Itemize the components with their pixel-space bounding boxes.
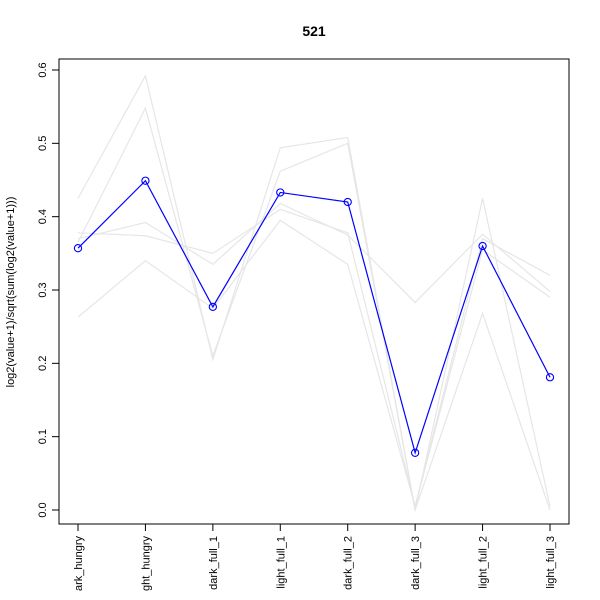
y-axis: 0.0 0.1 0.2 0.3 0.4 0.5 0.6 [37,62,59,518]
y-tick-label: 0.0 [37,502,49,517]
x-tick-label: ght_hungry [140,536,152,592]
x-tick-label: dark_full_2 [343,536,355,590]
highlight-point-light_full_3 [545,373,555,382]
background-series-group [77,74,551,513]
y-tick-label: 0.2 [37,356,49,371]
y-tick-label: 0.6 [37,62,49,77]
x-tick-label: light_full_3 [545,536,557,589]
plot-frame [58,58,570,525]
x-tick-label: dark_full_1 [208,536,220,590]
x-tick-label: ark_hungry [73,536,85,592]
highlight-point-dark_hungry [73,244,83,253]
highlight-series-line [77,179,551,455]
highlight-point-light_full_2 [478,241,487,251]
y-tick-label: 0.1 [37,429,49,444]
x-tick-label: light_full_2 [478,536,490,589]
background-series-line-1 [77,74,551,513]
background-series-line-2 [77,106,551,511]
highlight-point-dark_full_2 [343,197,352,207]
y-axis-label: log2(value+1)/sqrt(sum(log2(value+1))) [5,197,17,388]
highlight-series-group [73,176,555,457]
y-tick-label: 0.5 [37,136,49,151]
highlight-point-dark_full_1 [208,302,218,312]
chart-title: 521 [302,23,326,39]
highlight-point-light_full_1 [276,188,285,197]
background-series-line-3 [77,219,551,509]
highlight-point-light_hungry [141,176,150,185]
x-tick-label: light_full_1 [275,536,287,589]
x-axis: ark_hungry ght_hungry dark_full_1 light_ful… [73,524,557,591]
highlight-point-dark_full_3 [410,448,420,457]
y-tick-label: 0.3 [37,282,49,297]
x-tick-label: dark_full_3 [410,536,422,590]
background-series-line-4 [77,202,551,304]
background-series-line-5 [77,208,551,507]
y-tick-label: 0.4 [37,209,49,224]
